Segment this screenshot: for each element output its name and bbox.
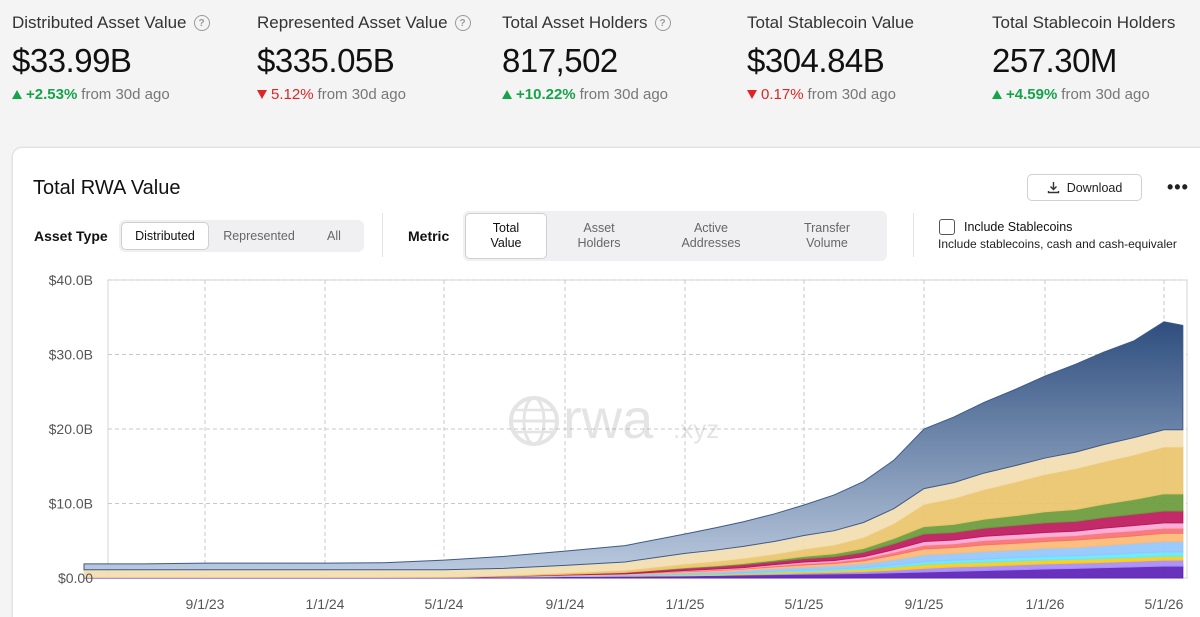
stat-label: Represented Asset Value bbox=[257, 13, 448, 32]
chart-areas bbox=[83, 321, 1184, 579]
asset-type-all[interactable]: All bbox=[327, 228, 341, 243]
stat-label: Distributed Asset Value bbox=[12, 13, 187, 32]
stat-change: +4.59% from 30d ago bbox=[992, 86, 1200, 103]
change-percent: +2.53% bbox=[26, 86, 78, 103]
stat-value: 257.30M bbox=[992, 42, 1117, 79]
divider bbox=[382, 213, 383, 257]
metric-toggle: Total Value Asset Holders Active Address… bbox=[463, 211, 887, 261]
x-tick-label: 5/1/25 bbox=[785, 596, 824, 612]
metric-active-addresses[interactable]: Active Addresses bbox=[681, 221, 741, 250]
metric-total-value[interactable]: Total Value bbox=[465, 213, 547, 259]
help-icon[interactable]: ? bbox=[454, 15, 471, 31]
arrow-down-icon bbox=[747, 90, 757, 99]
asset-type-represented[interactable]: Represented bbox=[223, 228, 295, 243]
download-icon bbox=[1047, 182, 1059, 194]
stat-value: $335.05B bbox=[257, 42, 395, 79]
y-tick-label: $30.0B bbox=[49, 347, 93, 363]
change-percent: 5.12% bbox=[271, 86, 314, 103]
stat-total-stablecoin-holders: Total Stablecoin Holders 257.30M +4.59% f… bbox=[992, 12, 1200, 103]
stat-value: $304.84B bbox=[747, 42, 885, 79]
x-tick-label: 1/1/25 bbox=[666, 596, 705, 612]
stat-change: 5.12% from 30d ago bbox=[257, 86, 497, 103]
download-button[interactable]: Download bbox=[1027, 174, 1142, 201]
stats-row: Distributed Asset Value? $33.99B +2.53% f… bbox=[0, 0, 1200, 120]
x-tick-label: 5/1/26 bbox=[1145, 596, 1184, 612]
stat-total-stablecoin-value: Total Stablecoin Value $304.84B 0.17% fro… bbox=[747, 12, 987, 103]
metric-transfer-volume[interactable]: Transfer Volume bbox=[803, 221, 851, 250]
watermark-suffix: .xyz bbox=[673, 414, 719, 444]
include-stablecoins-description: Include stablecoins, cash and cash-equiv… bbox=[938, 237, 1177, 251]
stat-value: $33.99B bbox=[12, 42, 132, 79]
include-stablecoins-checkbox[interactable] bbox=[939, 219, 955, 235]
stat-change: +2.53% from 30d ago bbox=[12, 86, 252, 103]
change-suffix: from 30d ago bbox=[579, 86, 669, 103]
change-suffix: from 30d ago bbox=[81, 86, 170, 103]
x-tick-label: 9/1/25 bbox=[905, 596, 944, 612]
x-tick-label: 1/1/26 bbox=[1026, 596, 1065, 612]
change-suffix: from 30d ago bbox=[1061, 86, 1150, 103]
asset-type-distributed[interactable]: Distributed bbox=[121, 222, 209, 250]
asset-type-toggle: Distributed Represented All bbox=[119, 220, 364, 252]
y-tick-label: $20.0B bbox=[49, 421, 93, 437]
chart-card-header: Total RWA Value Download ••• Asset Type … bbox=[12, 147, 1200, 267]
help-icon[interactable]: ? bbox=[193, 15, 210, 31]
watermark-brand: rwa bbox=[563, 387, 654, 450]
globe-meridian bbox=[522, 396, 546, 446]
divider bbox=[913, 213, 914, 257]
download-label: Download bbox=[1066, 180, 1123, 195]
stat-label: Total Asset Holders bbox=[502, 13, 648, 32]
metric-label: Metric bbox=[408, 228, 450, 244]
stat-total-asset-holders: Total Asset Holders? 817,502 +10.22% from… bbox=[502, 12, 742, 103]
change-percent: 0.17% bbox=[761, 86, 804, 103]
stat-represented-asset-value: Represented Asset Value? $335.05B 5.12% f… bbox=[257, 12, 497, 103]
stat-value: 817,502 bbox=[502, 42, 618, 79]
x-tick-label: 1/1/24 bbox=[306, 596, 345, 612]
change-suffix: from 30d ago bbox=[317, 86, 406, 103]
asset-type-label: Asset Type bbox=[34, 228, 108, 244]
help-icon[interactable]: ? bbox=[654, 15, 671, 31]
x-tick-label: 9/1/24 bbox=[546, 596, 585, 612]
area-series-12 bbox=[83, 321, 1184, 571]
chart-title: Total RWA Value bbox=[33, 177, 181, 199]
globe-icon bbox=[509, 396, 559, 446]
arrow-up-icon bbox=[12, 90, 22, 99]
arrow-down-icon bbox=[257, 90, 267, 99]
change-suffix: from 30d ago bbox=[807, 86, 896, 103]
stat-change: 0.17% from 30d ago bbox=[747, 86, 987, 103]
stat-distributed-asset-value: Distributed Asset Value? $33.99B +2.53% f… bbox=[12, 12, 252, 103]
y-tick-label: $10.0B bbox=[49, 496, 93, 512]
chart-axes: $0.00 $10.0B $20.0B $30.0B $40.0B 9/1/23 1/1/2… bbox=[49, 272, 1184, 612]
arrow-up-icon bbox=[992, 90, 1002, 99]
stat-label: Total Stablecoin Holders bbox=[992, 13, 1176, 32]
metric-asset-holders[interactable]: Asset Holders bbox=[577, 221, 621, 250]
watermark: rwa .xyz bbox=[509, 387, 719, 450]
stat-label: Total Stablecoin Value bbox=[747, 13, 914, 32]
stat-change: +10.22% from 30d ago bbox=[502, 86, 742, 103]
change-percent: +10.22% bbox=[516, 86, 576, 103]
x-tick-label: 5/1/24 bbox=[425, 596, 464, 612]
y-tick-label: $0.00 bbox=[58, 570, 93, 586]
y-tick-label: $40.0B bbox=[49, 272, 93, 288]
x-tick-label: 9/1/23 bbox=[186, 596, 225, 612]
include-stablecoins-label[interactable]: Include Stablecoins bbox=[964, 220, 1073, 234]
arrow-up-icon bbox=[502, 90, 512, 99]
more-horizontal-icon[interactable]: ••• bbox=[1167, 177, 1189, 197]
change-percent: +4.59% bbox=[1006, 86, 1058, 103]
